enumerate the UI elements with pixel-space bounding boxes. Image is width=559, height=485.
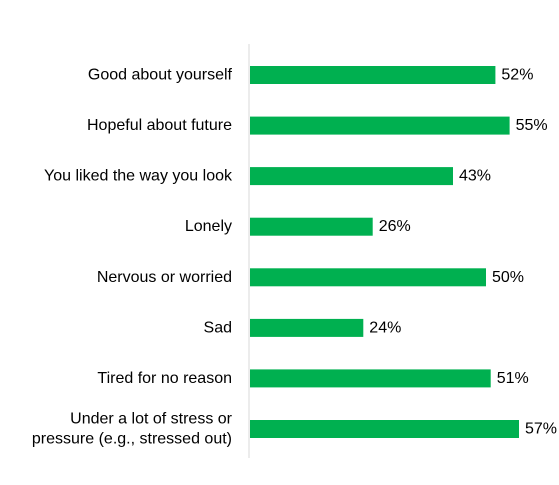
bar [250, 318, 364, 337]
bar [250, 167, 453, 186]
category-label: You liked the way you look [44, 168, 233, 185]
bar [250, 66, 496, 84]
data-label: 43% [459, 168, 491, 185]
category-label: Good about yourself [88, 67, 233, 84]
category-label: Sad [204, 319, 232, 336]
category-labels-layer: Good about yourself Hopeful about future Y… [32, 67, 233, 448]
data-label: 57% [525, 421, 557, 438]
category-label: pressure (e.g., stressed out) [32, 431, 232, 448]
data-label: 50% [492, 269, 524, 286]
category-label: Hopeful about future [87, 117, 232, 134]
data-label: 51% [497, 370, 529, 387]
bars-layer [250, 66, 519, 438]
category-label: Tired for no reason [97, 370, 232, 387]
bar [250, 116, 510, 135]
category-label: Nervous or worried [97, 269, 232, 286]
category-label: Lonely [185, 218, 232, 235]
value-labels-layer: 52% 55% 43% 26% 50% 24% 51% 57% [369, 67, 557, 438]
bar [250, 420, 519, 438]
bar [250, 268, 486, 287]
bar [250, 369, 491, 388]
data-label: 55% [516, 117, 548, 134]
bar [250, 217, 373, 236]
data-label: 52% [501, 67, 533, 84]
category-label: Under a lot of stress or [70, 411, 233, 428]
data-label: 26% [379, 218, 411, 235]
data-label: 24% [369, 319, 401, 336]
